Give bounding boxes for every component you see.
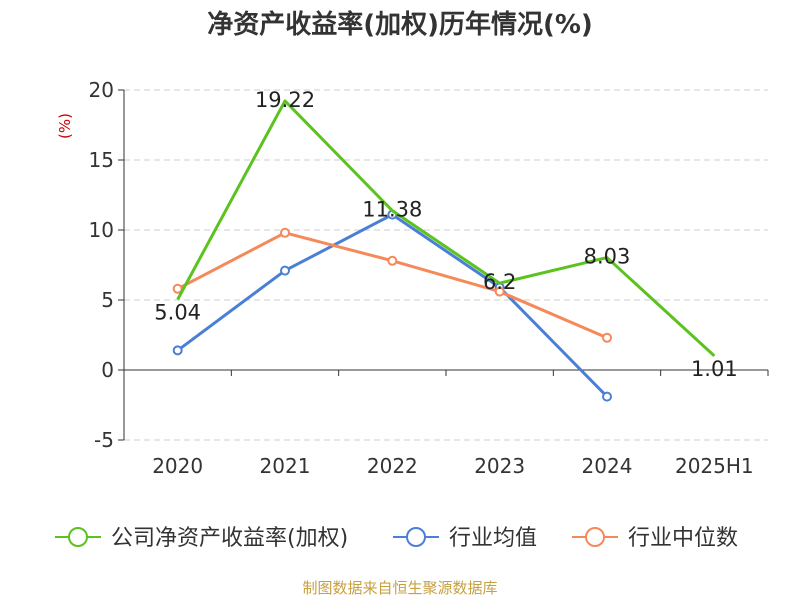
x-tick-label: 2025H1 [675,454,754,478]
y-tick-label: 15 [89,148,114,172]
data-label: 11.38 [362,198,422,222]
data-label: 1.01 [691,357,738,381]
data-point [172,283,183,294]
data-label: 19.22 [255,88,315,112]
y-tick-label: 0 [101,358,114,382]
source-note: 制图数据来自恒生聚源数据库 [302,579,498,597]
grid-lines [124,89,768,441]
y-tick-label: 10 [89,218,114,242]
x-tick-label: 2022 [367,454,418,478]
x-tick-label: 2024 [582,454,633,478]
series-lines [172,99,716,402]
data-label: 6.2 [483,270,516,294]
data-point [602,332,612,343]
series-line [176,231,608,340]
legend-label: 公司净资产收益率(加权) [111,526,348,551]
legend-marker [68,527,88,547]
x-tick-label: 2020 [152,454,203,478]
legend: 公司净资产收益率(加权) 行业均值 行业中位数 [55,526,738,551]
series-line [176,99,716,357]
legend-label: 行业中位数 [628,526,738,551]
chart-title: 净资产收益率(加权)历年情况(%) [207,10,593,40]
y-tick-label: 20 [89,78,114,102]
legend-label: 行业均值 [449,526,537,551]
data-point [172,345,183,356]
data-point [494,286,505,297]
data-point [387,255,398,266]
y-tick-label: -5 [94,428,114,452]
y-axis-label: (%) [56,113,74,139]
x-tick-label: 2023 [474,454,525,478]
y-tick-label: 5 [101,288,114,312]
data-point [280,227,290,238]
data-label: 5.04 [154,300,201,324]
data-label: 8.03 [584,245,631,269]
data-point [602,391,612,402]
data-labels: 5.04 19.22 11.38 6.2 8.03 1.01 [154,88,737,381]
series-line [176,213,609,398]
data-point [280,265,290,276]
x-tick-label: 2021 [260,454,311,478]
legend-marker [406,527,426,547]
legend-marker [585,527,605,547]
